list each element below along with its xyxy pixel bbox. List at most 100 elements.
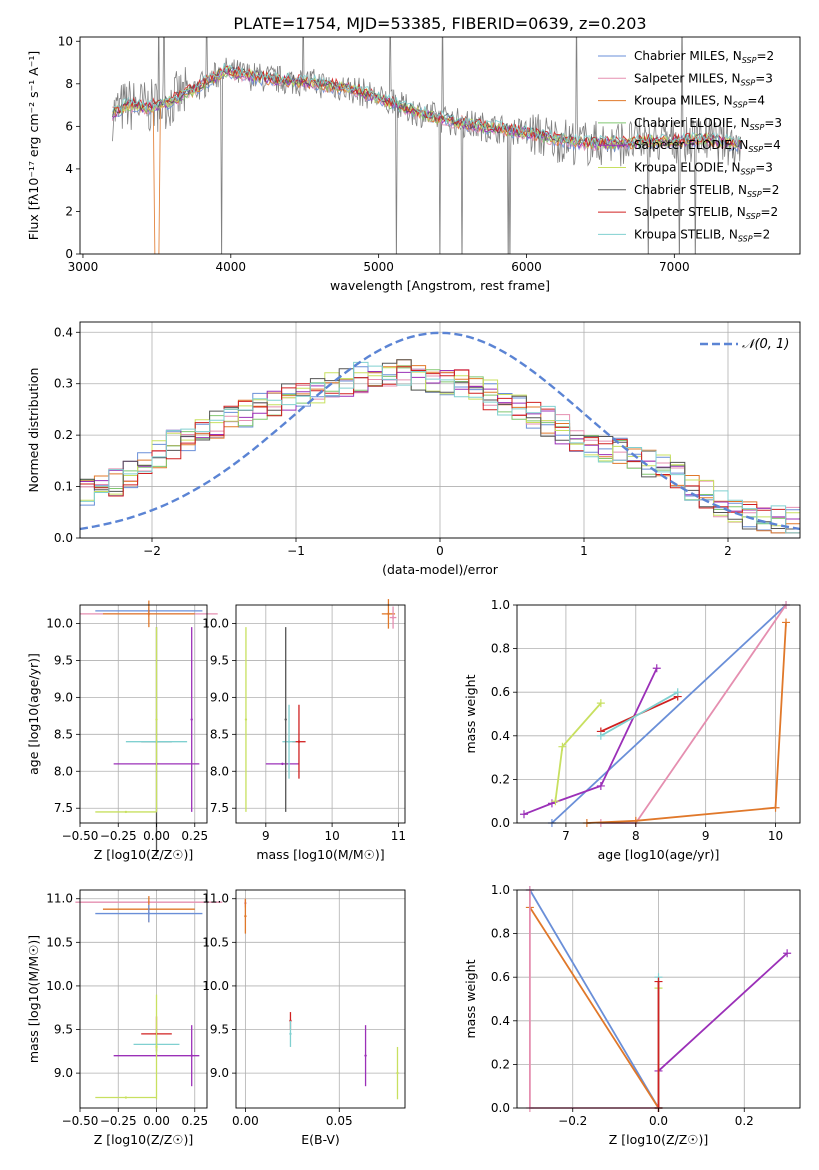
axes-frame: [79, 889, 208, 1109]
legend-label: Chabrier STELIB, NSSP=2: [634, 183, 779, 199]
hist-salpeter-stelib: [80, 366, 800, 534]
x-tick-label: 0.00: [232, 1114, 259, 1128]
series-line: [600, 691, 679, 737]
series-marker: [771, 803, 780, 812]
y-tick-label: 0.4: [54, 325, 73, 339]
x-tick-label: 9: [262, 829, 270, 843]
x-axis-label: Z [log10(Z/Z☉)]: [94, 1132, 194, 1147]
y-tick-label: 7.5: [210, 801, 229, 815]
x-tick-label: 6000: [511, 260, 542, 274]
y-tick-label: 11.0: [46, 892, 73, 906]
data-point: [396, 1071, 399, 1075]
series-marker: [782, 618, 791, 627]
series-line: [586, 622, 787, 824]
y-tick-label: 0.3: [54, 377, 73, 391]
legend-label: Kroupa STELIB, NSSP=2: [634, 227, 770, 243]
y-tick-label: 0.2: [491, 1057, 510, 1071]
series-line: [657, 952, 788, 1108]
y-tick-label: 10.0: [46, 616, 73, 630]
axes-frame: [516, 889, 801, 1109]
x-axis-label: age [log10(age/yr)]: [598, 847, 720, 862]
x-tick-label: 4000: [216, 260, 247, 274]
y-tick-label: 0.0: [491, 816, 510, 830]
data-point: [289, 1032, 292, 1036]
legend-label: Kroupa MILES, NSSP=4: [634, 94, 765, 110]
y-tick-label: 0.0: [54, 531, 73, 545]
y-tick-label: 9.5: [54, 1023, 73, 1037]
data-point: [287, 740, 291, 743]
y-tick-label: 0.6: [491, 685, 510, 699]
x-tick-label: 2: [724, 544, 732, 558]
y-tick-label: 2: [65, 204, 73, 218]
model-spectrum-salpeter-stelib: [112, 65, 741, 148]
x-tick-label: −1: [287, 544, 305, 558]
data-point: [124, 810, 128, 814]
plot-area: [519, 601, 791, 827]
y-tick-label: 10.0: [202, 616, 229, 630]
x-tick-label: 7: [562, 829, 570, 843]
data-point: [284, 718, 287, 721]
data-point: [391, 616, 395, 619]
y-tick-label: 0.2: [54, 428, 73, 442]
x-tick-label: 0.00: [143, 1114, 170, 1128]
y-tick-label: 10.0: [202, 979, 229, 993]
axes-frame: [79, 604, 208, 824]
y-tick-label: 0.0: [491, 1101, 510, 1115]
y-tick-label: 9.0: [210, 690, 229, 704]
data-point: [147, 912, 151, 915]
x-tick-label: −0.50: [62, 829, 99, 843]
y-tick-label: 8: [65, 77, 73, 91]
y-tick-label: 1.0: [491, 598, 510, 612]
series-marker: [654, 977, 663, 986]
x-axis-label: (data-model)/error: [382, 562, 499, 577]
data-point: [124, 1096, 128, 1099]
hist-chabrier-stelib: [80, 359, 800, 530]
y-tick-label: 9.0: [210, 1066, 229, 1080]
y-tick-label: 0.4: [491, 729, 510, 743]
x-axis-label: wavelength [Angstrom, rest frame]: [330, 278, 550, 293]
y-axis-label: Normed distribution: [26, 368, 41, 493]
data-point: [155, 1045, 158, 1049]
x-tick-label: −0.2: [558, 1114, 587, 1128]
y-tick-label: 9.5: [210, 653, 229, 667]
legend-label: Salpeter MILES, NSSP=3: [634, 71, 773, 87]
y-tick-label: 9.5: [210, 1023, 229, 1037]
panel-weight_vs_Z: −0.2 0.0 0.2 0.0 0.2 0.4 0.6 0.8 1.0 Z [log10(Z/Z…: [463, 883, 801, 1147]
x-tick-label: 5000: [363, 260, 394, 274]
series-marker: [551, 797, 560, 806]
plot-area: [80, 600, 218, 857]
data-point: [387, 612, 390, 616]
series-line: [554, 702, 602, 802]
axes-frame: [79, 321, 801, 539]
legend-label: Salpeter STELIB, NSSP=2: [634, 205, 778, 221]
series-marker: [558, 742, 567, 751]
y-tick-label: 10: [58, 34, 73, 48]
data-point: [147, 612, 151, 616]
y-tick-label: 0.8: [491, 927, 510, 941]
series-marker: [519, 810, 528, 819]
y-tick-label: 10.0: [46, 979, 73, 993]
series-marker: [596, 731, 605, 740]
panel-weight_vs_age: 7 8 9 10 0.0 0.2 0.4 0.6 0.8 1.0 age [log10(age/yr…: [463, 598, 801, 862]
series-marker: [673, 688, 682, 697]
x-axis-label: mass [log10(M/M☉)]: [256, 847, 384, 862]
model-spectrum-kroupa-elodie: [112, 65, 741, 149]
hist-kroupa-stelib: [80, 361, 800, 534]
data-point: [281, 762, 284, 766]
y-tick-label: 8.0: [210, 764, 229, 778]
plot-area: [244, 599, 397, 812]
y-axis-label: age [log10(age/yr)]: [26, 653, 41, 775]
y-tick-label: 0.1: [54, 480, 73, 494]
y-tick-label: 0: [65, 247, 73, 261]
data-point: [244, 914, 247, 918]
y-axis-label: Flux [fλ10⁻¹⁷ erg cm⁻² s⁻¹ A⁻¹]: [26, 51, 41, 240]
x-axis-label: E(B-V): [301, 1132, 340, 1147]
y-tick-label: 0.8: [491, 642, 510, 656]
x-tick-label: 0.25: [181, 1114, 208, 1128]
data-point: [190, 1054, 193, 1057]
x-tick-label: 0: [436, 544, 444, 558]
y-axis-label: mass weight: [463, 674, 478, 753]
series-line: [529, 906, 660, 1109]
legend-label: Kroupa ELODIE, NSSP=3: [634, 161, 773, 177]
series-marker: [783, 949, 792, 958]
